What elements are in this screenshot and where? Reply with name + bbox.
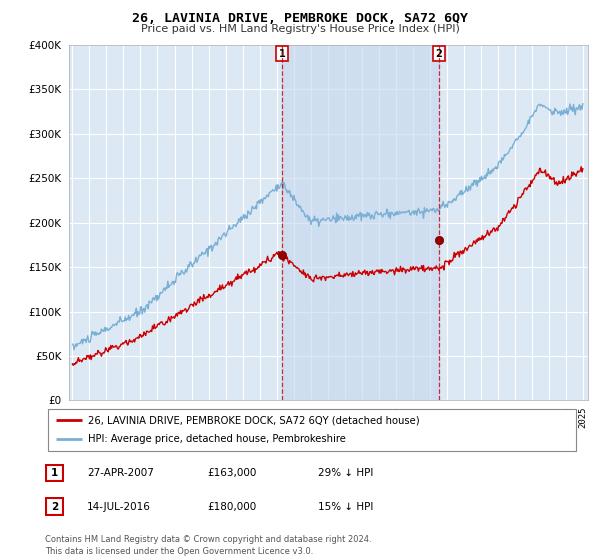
Text: 29% ↓ HPI: 29% ↓ HPI bbox=[318, 468, 373, 478]
Text: Contains HM Land Registry data © Crown copyright and database right 2024.
This d: Contains HM Land Registry data © Crown c… bbox=[45, 535, 371, 556]
Text: 26, LAVINIA DRIVE, PEMBROKE DOCK, SA72 6QY (detached house): 26, LAVINIA DRIVE, PEMBROKE DOCK, SA72 6… bbox=[88, 415, 419, 425]
Text: 26, LAVINIA DRIVE, PEMBROKE DOCK, SA72 6QY: 26, LAVINIA DRIVE, PEMBROKE DOCK, SA72 6… bbox=[132, 12, 468, 25]
FancyBboxPatch shape bbox=[48, 409, 576, 451]
FancyBboxPatch shape bbox=[46, 498, 63, 515]
Text: £180,000: £180,000 bbox=[207, 502, 256, 511]
Text: 1: 1 bbox=[51, 468, 58, 478]
Text: 2: 2 bbox=[436, 49, 442, 59]
Text: 27-APR-2007: 27-APR-2007 bbox=[87, 468, 154, 478]
Bar bbox=[282, 45, 439, 400]
Text: 15% ↓ HPI: 15% ↓ HPI bbox=[318, 502, 373, 511]
FancyBboxPatch shape bbox=[46, 465, 63, 481]
Text: 1: 1 bbox=[278, 49, 286, 59]
Text: Price paid vs. HM Land Registry's House Price Index (HPI): Price paid vs. HM Land Registry's House … bbox=[140, 24, 460, 34]
Text: 2: 2 bbox=[51, 502, 58, 511]
Text: £163,000: £163,000 bbox=[207, 468, 256, 478]
Text: HPI: Average price, detached house, Pembrokeshire: HPI: Average price, detached house, Pemb… bbox=[88, 435, 346, 445]
Text: 14-JUL-2016: 14-JUL-2016 bbox=[87, 502, 151, 511]
